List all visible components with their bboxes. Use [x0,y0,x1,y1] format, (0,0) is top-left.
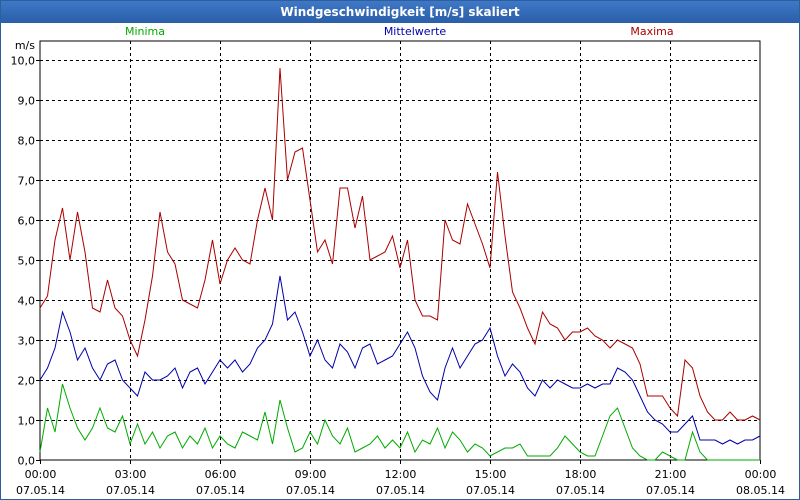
y-tick-label: 5,0 [18,255,36,268]
x-tick-date: 07.05.14 [106,484,155,497]
x-tick-time: 15:00 [475,468,507,481]
y-axis-unit: m/s [15,39,35,52]
y-tick-label: 7,0 [18,175,36,188]
series-line-mittelwerte [39,275,761,445]
y-tick-label: 8,0 [18,135,36,148]
y-tick-label: 6,0 [18,215,36,228]
y-tick-label: 9,0 [18,95,36,108]
x-tick-time: 21:00 [655,468,687,481]
x-tick-time: 09:00 [295,468,327,481]
x-tick-date: 07.05.14 [556,484,605,497]
x-tick-date: 07.05.14 [196,484,245,497]
x-tick-date: 07.05.14 [376,484,425,497]
x-tick-date: 08.05.14 [736,484,785,497]
x-tick-time: 03:00 [115,468,147,481]
x-tick-time: 00:00 [25,468,57,481]
y-tick-label: 2,0 [18,375,36,388]
x-tick-time: 06:00 [205,468,237,481]
x-tick-time: 18:00 [565,468,597,481]
legend-minima: Minima [125,25,165,38]
y-tick-label: 4,0 [18,295,36,308]
y-tick-label: 1,0 [18,415,36,428]
legend-maxima: Maxima [630,25,673,38]
y-tick-label: 0,0 [18,455,36,468]
series-line-minima [39,383,760,461]
x-tick-date: 07.05.14 [646,484,695,497]
y-tick-label: 10,0 [11,55,36,68]
y-tick-label: 3,0 [18,335,36,348]
window-title: Windgeschwindigkeit [m/s] skaliert [1,1,799,23]
x-tick-date: 07.05.14 [286,484,335,497]
x-tick-date: 07.05.14 [466,484,515,497]
x-tick-date: 07.05.14 [16,484,65,497]
x-tick-time: 12:00 [385,468,417,481]
legend-mittelwerte: Mittelwerte [384,25,447,38]
series-line-maxima [39,67,761,421]
x-tick-time: 00:00 [745,468,777,481]
